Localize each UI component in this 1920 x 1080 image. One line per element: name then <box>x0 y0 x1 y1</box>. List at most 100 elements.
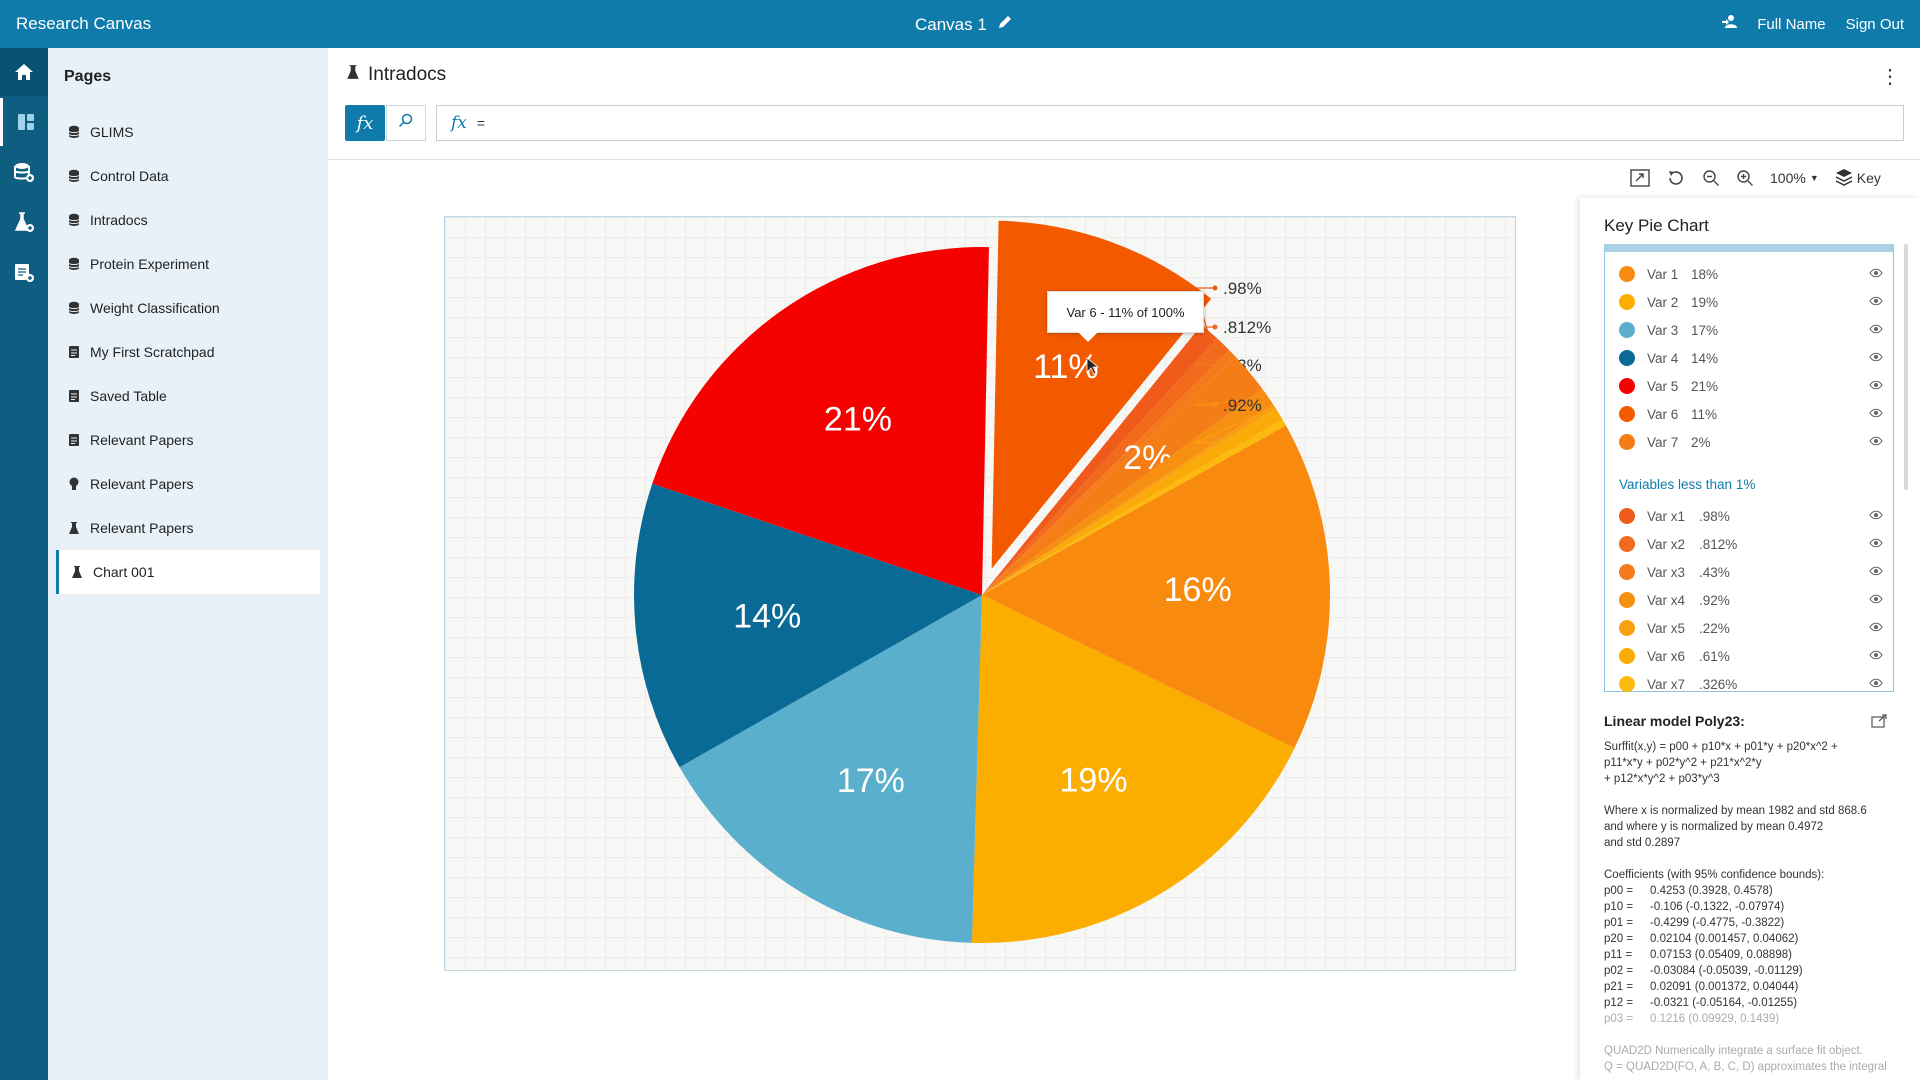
formula-bar: fx <box>436 105 1904 141</box>
eye-icon[interactable] <box>1869 508 1883 523</box>
color-swatch <box>1619 592 1635 608</box>
home-icon[interactable] <box>0 48 48 96</box>
eye-icon[interactable] <box>1869 406 1883 421</box>
database-icon <box>64 301 84 315</box>
user-switch-icon[interactable] <box>1721 14 1738 34</box>
eye-icon[interactable] <box>1869 294 1883 309</box>
search-icon <box>398 113 414 134</box>
page-item-label: Relevant Papers <box>90 476 194 492</box>
key-item[interactable]: Var 6 11% <box>1619 400 1883 428</box>
page-item-label: Control Data <box>90 168 169 184</box>
page-item-weight-classification[interactable]: Weight Classification <box>48 286 328 330</box>
key-item[interactable]: Var 1 18% <box>1619 260 1883 288</box>
page-item-relevant-papers-1[interactable]: Relevant Papers <box>48 418 328 462</box>
leader-dot <box>1212 285 1218 291</box>
key-item[interactable]: Var 4 14% <box>1619 344 1883 372</box>
pencil-icon[interactable] <box>997 14 1013 35</box>
fx-icon: fx <box>451 113 467 133</box>
pie-slice-var-x3[interactable] <box>982 350 1236 595</box>
key-item[interactable]: Var x7 .326% <box>1619 670 1883 698</box>
coef-name: p10 = <box>1604 901 1634 913</box>
eye-icon[interactable] <box>1869 676 1883 691</box>
eye-icon[interactable] <box>1869 620 1883 635</box>
key-item[interactable]: Var 2 19% <box>1619 288 1883 316</box>
key-item-name: Var 4 <box>1647 350 1679 366</box>
leader-line <box>1194 354 1232 366</box>
key-toggle-button[interactable]: Key <box>1835 168 1881 189</box>
key-item[interactable]: Var x3 .43% <box>1619 558 1883 586</box>
key-item-pct: 17% <box>1691 322 1719 338</box>
page-item-glims[interactable]: GLIMS <box>48 110 328 154</box>
key-item[interactable]: Var 5 21% <box>1619 372 1883 400</box>
eye-icon[interactable] <box>1869 434 1883 449</box>
coef-name: p01 = <box>1604 917 1634 929</box>
zoom-select[interactable]: 100% ▼ <box>1770 170 1819 186</box>
eye-icon[interactable] <box>1869 350 1883 365</box>
app-title[interactable]: Research Canvas <box>16 14 152 33</box>
notepad-icon <box>64 345 84 359</box>
pie-slice-var-x1[interactable] <box>982 324 1218 595</box>
eye-icon[interactable] <box>1869 592 1883 607</box>
page-item-protein-experiment[interactable]: Protein Experiment <box>48 242 328 286</box>
pages-icon[interactable] <box>0 98 48 146</box>
pie-slice-var-x5[interactable] <box>982 404 1276 595</box>
key-item-pct: 18% <box>1691 266 1719 282</box>
pie-slice-var-5[interactable] <box>652 246 989 595</box>
page-item-intradocs[interactable]: Intradocs <box>48 198 328 242</box>
expand-icon[interactable] <box>1630 169 1650 187</box>
eye-icon[interactable] <box>1869 322 1883 337</box>
formula-mode-button[interactable]: fx <box>345 105 385 141</box>
search-button[interactable] <box>386 105 426 141</box>
sign-out-link[interactable]: Sign Out <box>1845 15 1904 33</box>
key-item-name: Var 6 <box>1647 406 1679 422</box>
key-item[interactable]: Var x2 .812% <box>1619 530 1883 558</box>
slice-label: 16% <box>1164 571 1232 609</box>
flask-icon <box>67 565 87 579</box>
eye-icon[interactable] <box>1869 536 1883 551</box>
more-options-icon[interactable]: ⋮ <box>1880 66 1900 88</box>
key-item-name: Var x3 <box>1647 564 1686 580</box>
flask-icon <box>64 521 84 535</box>
key-item-pct: .326% <box>1699 676 1738 692</box>
add-experiment-icon[interactable] <box>0 198 48 246</box>
key-item[interactable]: Var x6 .61% <box>1619 642 1883 670</box>
formula-input[interactable] <box>476 115 1903 131</box>
key-item[interactable]: Var x4 .92% <box>1619 586 1883 614</box>
pie-slice-var-3[interactable] <box>679 595 982 943</box>
eye-icon[interactable] <box>1869 378 1883 393</box>
pie-slice-var-2[interactable] <box>971 595 1295 943</box>
zoom-out-icon[interactable] <box>1702 169 1720 187</box>
coefficient-list: p00 = 0.4253 (0.3928, 0.4578) p10 = -0.106 … <box>1604 883 1894 1027</box>
coef-value: 0.02091 (0.001372, 0.04044) <box>1650 981 1799 993</box>
page-item-saved-table[interactable]: Saved Table <box>48 374 328 418</box>
page-item-relevant-papers-2[interactable]: Relevant Papers <box>48 462 328 506</box>
add-notebook-icon[interactable] <box>0 248 48 296</box>
slice-label: 14% <box>733 598 801 636</box>
zoom-in-icon[interactable] <box>1736 169 1754 187</box>
pie-slice-var-x6[interactable] <box>982 408 1283 595</box>
pie-slice-var-x7[interactable] <box>982 419 1286 595</box>
key-item[interactable]: Var x1 .98% <box>1619 502 1883 530</box>
mouse-cursor-icon <box>1086 357 1100 375</box>
pie-slice-var-7[interactable] <box>982 356 1263 595</box>
page-item-relevant-papers-3[interactable]: Relevant Papers <box>48 506 328 550</box>
key-item[interactable]: Var 7 2% <box>1619 428 1883 456</box>
popout-icon[interactable] <box>1871 714 1887 733</box>
color-swatch <box>1619 676 1635 692</box>
user-name[interactable]: Full Name <box>1757 15 1826 33</box>
add-database-icon[interactable] <box>0 148 48 196</box>
eye-icon[interactable] <box>1869 266 1883 281</box>
pie-slice-var-x2[interactable] <box>982 338 1230 595</box>
coefficient-row: p20 = 0.02104 (0.001457, 0.04062) <box>1604 931 1894 947</box>
pie-slice-var-4[interactable] <box>634 483 982 768</box>
pie-slice-var-1[interactable] <box>982 425 1330 748</box>
eye-icon[interactable] <box>1869 564 1883 579</box>
key-item[interactable]: Var x5 .22% <box>1619 614 1883 642</box>
page-item-control-data[interactable]: Control Data <box>48 154 328 198</box>
page-item-chart-001[interactable]: Chart 001 <box>56 550 320 594</box>
reset-icon[interactable] <box>1666 168 1686 188</box>
key-scrollbar[interactable] <box>1904 244 1908 490</box>
page-item-my-first-scratchpad[interactable]: My First Scratchpad <box>48 330 328 374</box>
key-item[interactable]: Var 3 17% <box>1619 316 1883 344</box>
eye-icon[interactable] <box>1869 648 1883 663</box>
